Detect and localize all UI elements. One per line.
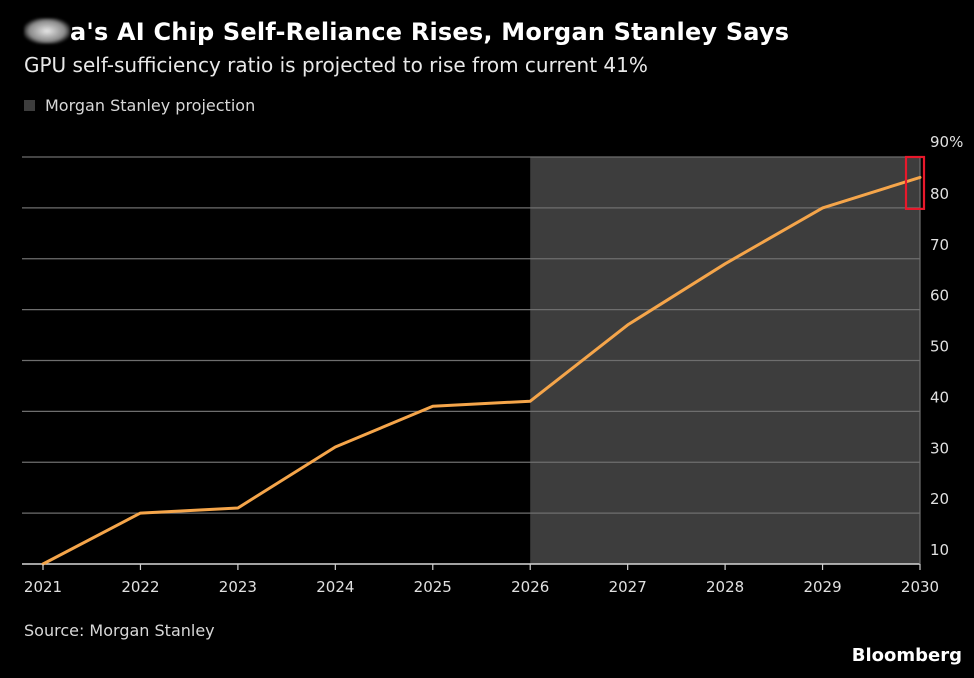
blurred-title-region (24, 18, 70, 44)
x-tick-label: 2026 (511, 578, 549, 596)
x-axis-ticks: 2021 2022 2023 2024 2025 2026 2027 2028 2029 2030 (24, 564, 939, 596)
y-tick-label: 50 (930, 338, 949, 356)
x-tick-label: 2029 (803, 578, 841, 596)
x-tick-label: 2028 (706, 578, 744, 596)
x-tick-label: 2022 (121, 578, 159, 596)
chart-subtitle: GPU self-sufficiency ratio is projected … (24, 53, 648, 77)
highlight-box (904, 155, 926, 210)
series-layer (41, 175, 922, 566)
chart-title: a's AI Chip Self-Reliance Rises, Morgan … (24, 18, 789, 46)
y-axis-ticks: 10 20 30 40 50 60 70 80 90% (930, 133, 963, 559)
y-tick-label: 40 (930, 388, 949, 406)
legend-swatch-projection (24, 100, 35, 111)
y-tick-label: 80 (930, 185, 949, 203)
x-tick-label: 2024 (316, 578, 354, 596)
y-tick-label: 70 (930, 236, 949, 254)
x-tick-label: 2021 (24, 578, 62, 596)
x-tick-label: 2030 (901, 578, 939, 596)
y-tick-label: 90% (930, 133, 963, 151)
y-tick-label: 20 (930, 490, 949, 508)
y-tick-label: 30 (930, 439, 949, 457)
series-line (41, 175, 922, 566)
y-tick-label: 60 (930, 287, 949, 305)
chart-title-text: a's AI Chip Self-Reliance Rises, Morgan … (70, 18, 790, 46)
y-tick-label: 10 (930, 541, 949, 559)
annotation-layer (904, 155, 926, 210)
x-tick-label: 2023 (219, 578, 257, 596)
legend: Morgan Stanley projection (24, 96, 255, 115)
x-tick-label: 2025 (414, 578, 452, 596)
bloomberg-logo: Bloomberg (851, 645, 962, 666)
source-note: Source: Morgan Stanley (24, 621, 215, 640)
legend-label-projection: Morgan Stanley projection (45, 96, 256, 115)
gridlines (22, 156, 921, 565)
x-tick-label: 2027 (609, 578, 647, 596)
